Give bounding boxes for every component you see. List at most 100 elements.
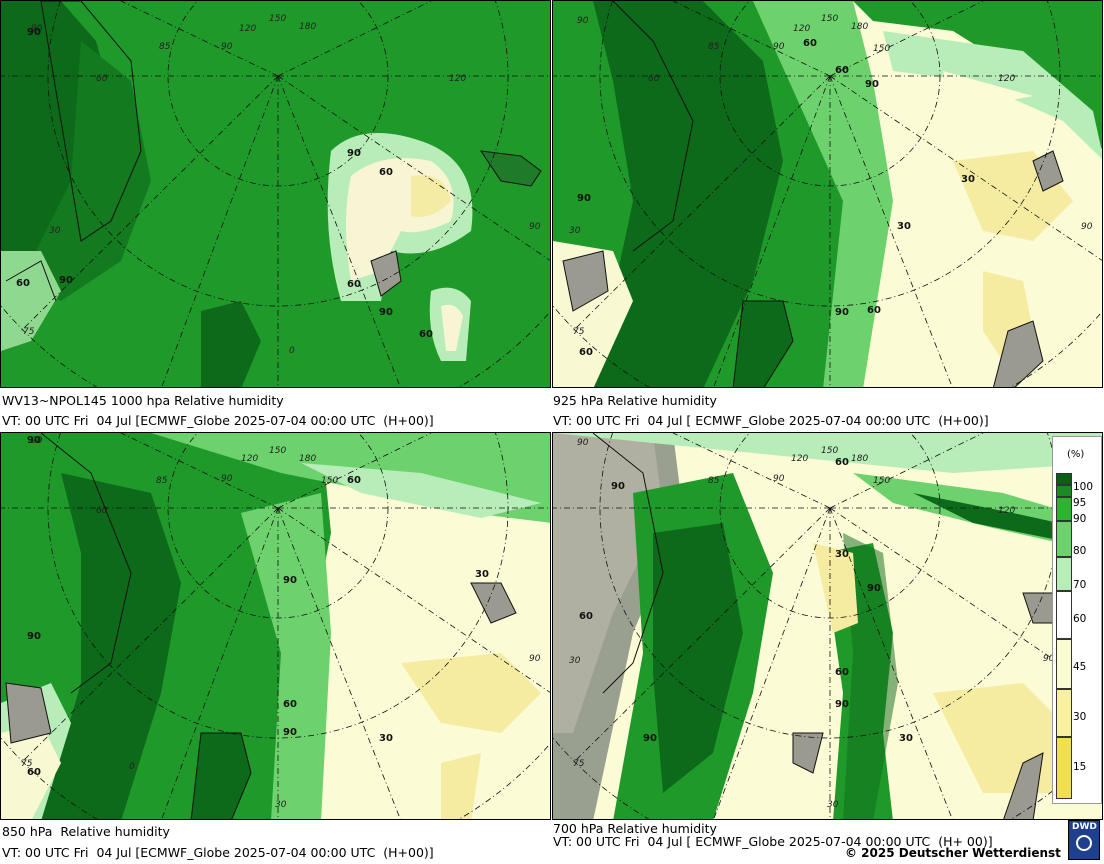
grid-label: 60 [96, 74, 108, 84]
map-panel-1000hpa: 90 120 150 180 85 90 120 60 75 0 30 90 9… [0, 0, 551, 388]
grid-label: 150 [269, 14, 286, 24]
contour-label: 90 [835, 307, 849, 318]
grid-label: 120 [793, 24, 810, 34]
legend-swatch-15 [1056, 737, 1072, 799]
grid-label: 180 [299, 454, 316, 464]
legend-swatch-30 [1056, 689, 1072, 737]
humidity-map-850hpa: 90 120 150 180 150 85 90 60 75 0 30 90 6… [1, 433, 550, 819]
legend-swatch-100 [1056, 473, 1072, 485]
legend-swatch-95 [1056, 485, 1072, 497]
legend-tick: 30 [1073, 711, 1087, 723]
grid-label: 30 [275, 800, 287, 810]
legend-unit: (%) [1067, 449, 1085, 460]
contour-label: 60 [803, 38, 817, 49]
legend-swatch-70 [1056, 557, 1072, 591]
contour-label: 60 [579, 347, 593, 358]
dwd-logo: DWD [1068, 820, 1100, 860]
grid-label: 85 [156, 476, 168, 486]
grid-label: 30 [569, 226, 581, 236]
grid-label: 90 [221, 474, 233, 484]
grid-label: 120 [241, 454, 258, 464]
legend-swatch-60 [1056, 591, 1072, 639]
grid-label: 75 [573, 327, 585, 337]
grid-label: 60 [96, 506, 108, 516]
contour-labels: 60 90 30 90 60 60 90 90 30 [579, 457, 913, 744]
legend-tick: 100 [1073, 481, 1094, 493]
contour-label: 90 [643, 733, 657, 744]
contour-labels: 60 60 90 30 30 90 90 60 60 30 [577, 38, 975, 358]
caption-validtime-925: VT: 00 UTC Fri 04 Jul [ ECMWF_Globe 2025… [553, 413, 989, 428]
legend-swatch-80 [1056, 521, 1072, 557]
contour-label: 90 [835, 699, 849, 710]
contour-label: 90 [27, 27, 41, 38]
grid-label: 30 [827, 800, 839, 810]
grid-label: 120 [239, 24, 256, 34]
grid-label: 90 [529, 654, 541, 664]
contour-label: 90 [27, 631, 41, 642]
contour-label: 60 [835, 65, 849, 76]
grid-label: 150 [321, 476, 338, 486]
contour-labels: 90 60 60 90 60 90 60 90 [16, 27, 433, 340]
contour-label: 30 [899, 733, 913, 744]
grid-label: 75 [573, 759, 585, 769]
grid-label: 90 [773, 42, 785, 52]
grid-label: 150 [873, 44, 890, 54]
humidity-map-1000hpa: 90 120 150 180 85 90 120 60 75 0 30 90 9… [1, 1, 550, 387]
legend-tick: 90 [1073, 513, 1087, 525]
contour-label: 90 [577, 193, 591, 204]
grid-label: 90 [1081, 222, 1093, 232]
caption-validtime-700: VT: 00 UTC Fri 04 Jul [ ECMWF_Globe 2025… [553, 834, 993, 849]
grid-label: 150 [821, 446, 838, 456]
contour-label: 60 [27, 767, 41, 778]
grid-label: 150 [873, 476, 890, 486]
grid-label: 30 [49, 226, 61, 236]
legend-swatch-45 [1056, 639, 1072, 689]
grid-label: 90 [577, 438, 589, 448]
humidity-map-925hpa: 90 120 150 180 150 85 90 120 60 75 30 90… [553, 1, 1102, 387]
contour-label: 90 [59, 275, 73, 286]
grid-labels: 90 120 150 180 150 85 90 120 75 30 30 90 [569, 438, 1055, 810]
logo-swirl-icon [1076, 835, 1092, 851]
contour-label: 30 [961, 174, 975, 185]
caption-level-700: 700 hPa Relative humidity [553, 821, 717, 836]
caption-level-1000: WV13~NPOL145 1000 hpa Relative humidity [2, 393, 284, 408]
contour-label: 60 [579, 611, 593, 622]
grid-label: 150 [821, 14, 838, 24]
contour-label: 60 [419, 329, 433, 340]
grid-label: 60 [648, 74, 660, 84]
legend-tick: 95 [1073, 497, 1087, 509]
contour-label: 60 [867, 305, 881, 316]
contour-label: 30 [835, 549, 849, 560]
contour-label: 30 [379, 733, 393, 744]
grid-label: 90 [1043, 654, 1055, 664]
contour-label: 90 [283, 727, 297, 738]
grid-label: 0 [129, 762, 135, 772]
contour-label: 90 [867, 583, 881, 594]
grid-label: 120 [998, 74, 1015, 84]
grid-label: 90 [773, 474, 785, 484]
grid-label: 0 [289, 346, 295, 356]
humidity-map-700hpa: 90 120 150 180 150 85 90 120 75 30 30 90… [553, 433, 1102, 819]
caption-validtime-1000: VT: 00 UTC Fri 04 Jul [ECMWF_Globe 2025-… [2, 413, 434, 428]
grid-labels: 90 120 150 180 150 85 90 120 60 75 30 90 [569, 14, 1093, 337]
contour-label: 60 [379, 167, 393, 178]
grid-label: 120 [791, 454, 808, 464]
map-panel-850hpa: 90 120 150 180 150 85 90 60 75 0 30 90 6… [0, 432, 551, 820]
grid-label: 85 [159, 42, 171, 52]
legend-tick: 60 [1073, 613, 1087, 625]
grid-label: 90 [577, 16, 589, 26]
logo-text: DWD [1072, 822, 1097, 832]
grid-label: 90 [221, 42, 233, 52]
dry-patch [401, 653, 541, 733]
grid-label: 85 [708, 42, 720, 52]
color-legend: (%) 100 95 90 80 70 60 45 30 15 [1052, 436, 1102, 804]
contour-label: 60 [347, 279, 361, 290]
legend-tick: 80 [1073, 545, 1087, 557]
grid-label: 120 [449, 74, 466, 84]
legend-tick: 45 [1073, 661, 1087, 673]
contour-label: 90 [611, 481, 625, 492]
grid-label: 180 [299, 22, 316, 32]
contour-label: 90 [27, 435, 41, 446]
grid-label: 90 [31, 24, 43, 34]
grid-label: 90 [529, 222, 541, 232]
